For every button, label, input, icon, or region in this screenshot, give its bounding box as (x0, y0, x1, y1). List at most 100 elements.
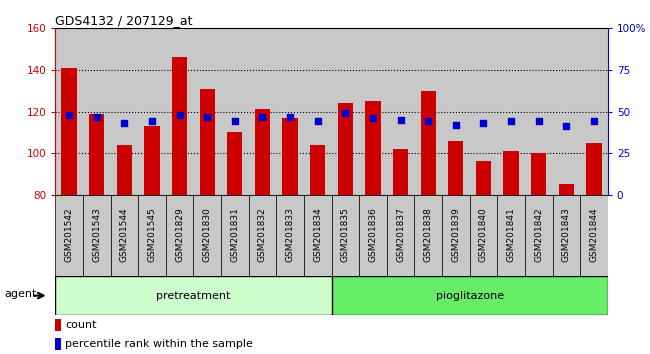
Text: GSM201834: GSM201834 (313, 207, 322, 262)
Point (395, 117, 406, 123)
FancyBboxPatch shape (55, 195, 83, 276)
Text: GDS4132 / 207129_at: GDS4132 / 207129_at (55, 14, 193, 27)
Point (174, 112, 185, 118)
Text: agent: agent (5, 289, 37, 299)
FancyBboxPatch shape (194, 195, 221, 276)
Bar (393, 149, 408, 195)
Bar (586, 143, 601, 195)
Point (119, 120, 129, 126)
Bar (55, 319, 61, 331)
Bar (469, 28, 497, 195)
Bar (332, 276, 608, 315)
Bar (83, 28, 111, 195)
Bar (497, 28, 525, 195)
FancyBboxPatch shape (332, 195, 359, 276)
Point (506, 119, 516, 124)
FancyBboxPatch shape (387, 195, 415, 276)
Bar (55, 276, 332, 315)
Text: GSM201842: GSM201842 (534, 207, 543, 262)
FancyBboxPatch shape (469, 195, 497, 276)
Text: GSM201841: GSM201841 (506, 207, 515, 262)
Bar (172, 57, 187, 195)
FancyBboxPatch shape (248, 195, 276, 276)
Bar (415, 28, 442, 195)
Point (147, 119, 157, 124)
Bar (304, 28, 332, 195)
Text: GSM201843: GSM201843 (562, 207, 571, 262)
Text: GSM201544: GSM201544 (120, 207, 129, 262)
Text: GSM201837: GSM201837 (396, 207, 405, 262)
Bar (365, 101, 380, 195)
Bar (310, 145, 325, 195)
Bar (504, 151, 519, 195)
Text: percentile rank within the sample: percentile rank within the sample (65, 339, 253, 349)
Bar (387, 28, 415, 195)
Bar (476, 161, 491, 195)
Text: GSM201844: GSM201844 (590, 207, 599, 262)
Text: GSM201839: GSM201839 (451, 207, 460, 262)
Point (64, 112, 74, 118)
Bar (111, 28, 138, 195)
FancyBboxPatch shape (442, 195, 469, 276)
Point (92, 114, 102, 119)
Point (423, 119, 434, 124)
Bar (442, 28, 469, 195)
Text: GSM201543: GSM201543 (92, 207, 101, 262)
FancyBboxPatch shape (497, 195, 525, 276)
FancyBboxPatch shape (166, 195, 194, 276)
Point (368, 115, 378, 121)
Text: GSM201830: GSM201830 (203, 207, 212, 262)
Bar (166, 28, 194, 195)
FancyBboxPatch shape (276, 195, 304, 276)
Bar (89, 114, 104, 195)
Bar (559, 184, 574, 195)
Text: GSM201838: GSM201838 (424, 207, 433, 262)
Text: count: count (65, 320, 96, 330)
Text: GSM201542: GSM201542 (64, 207, 73, 262)
Bar (332, 28, 359, 195)
Bar (531, 153, 546, 195)
Bar (200, 88, 214, 195)
Bar (421, 91, 436, 195)
Text: GSM201829: GSM201829 (175, 207, 184, 262)
Point (561, 124, 571, 129)
Bar (338, 103, 353, 195)
Point (478, 120, 489, 126)
FancyBboxPatch shape (304, 195, 332, 276)
Bar (448, 141, 463, 195)
Bar (144, 126, 159, 195)
Text: GSM201831: GSM201831 (230, 207, 239, 262)
FancyBboxPatch shape (221, 195, 248, 276)
FancyBboxPatch shape (552, 195, 580, 276)
Bar (276, 28, 304, 195)
Point (285, 114, 295, 119)
Bar (248, 28, 276, 195)
FancyBboxPatch shape (359, 195, 387, 276)
Text: pioglitazone: pioglitazone (436, 291, 504, 301)
FancyBboxPatch shape (111, 195, 138, 276)
Bar (138, 28, 166, 195)
FancyBboxPatch shape (415, 195, 442, 276)
Text: GSM201835: GSM201835 (341, 207, 350, 262)
Bar (221, 28, 248, 195)
Bar (55, 28, 83, 195)
Bar (552, 28, 580, 195)
Point (257, 114, 268, 119)
Point (589, 119, 599, 124)
Point (450, 122, 461, 128)
Point (202, 114, 213, 119)
Text: pretreatment: pretreatment (156, 291, 231, 301)
Bar (359, 28, 387, 195)
Bar (580, 28, 608, 195)
Text: GSM201836: GSM201836 (369, 207, 378, 262)
Bar (62, 68, 77, 195)
Text: GSM201833: GSM201833 (285, 207, 294, 262)
Point (229, 119, 240, 124)
Bar (117, 145, 132, 195)
Bar (55, 338, 61, 350)
Point (534, 119, 544, 124)
Bar (283, 118, 298, 195)
Bar (525, 28, 552, 195)
FancyBboxPatch shape (83, 195, 111, 276)
Bar (227, 132, 242, 195)
